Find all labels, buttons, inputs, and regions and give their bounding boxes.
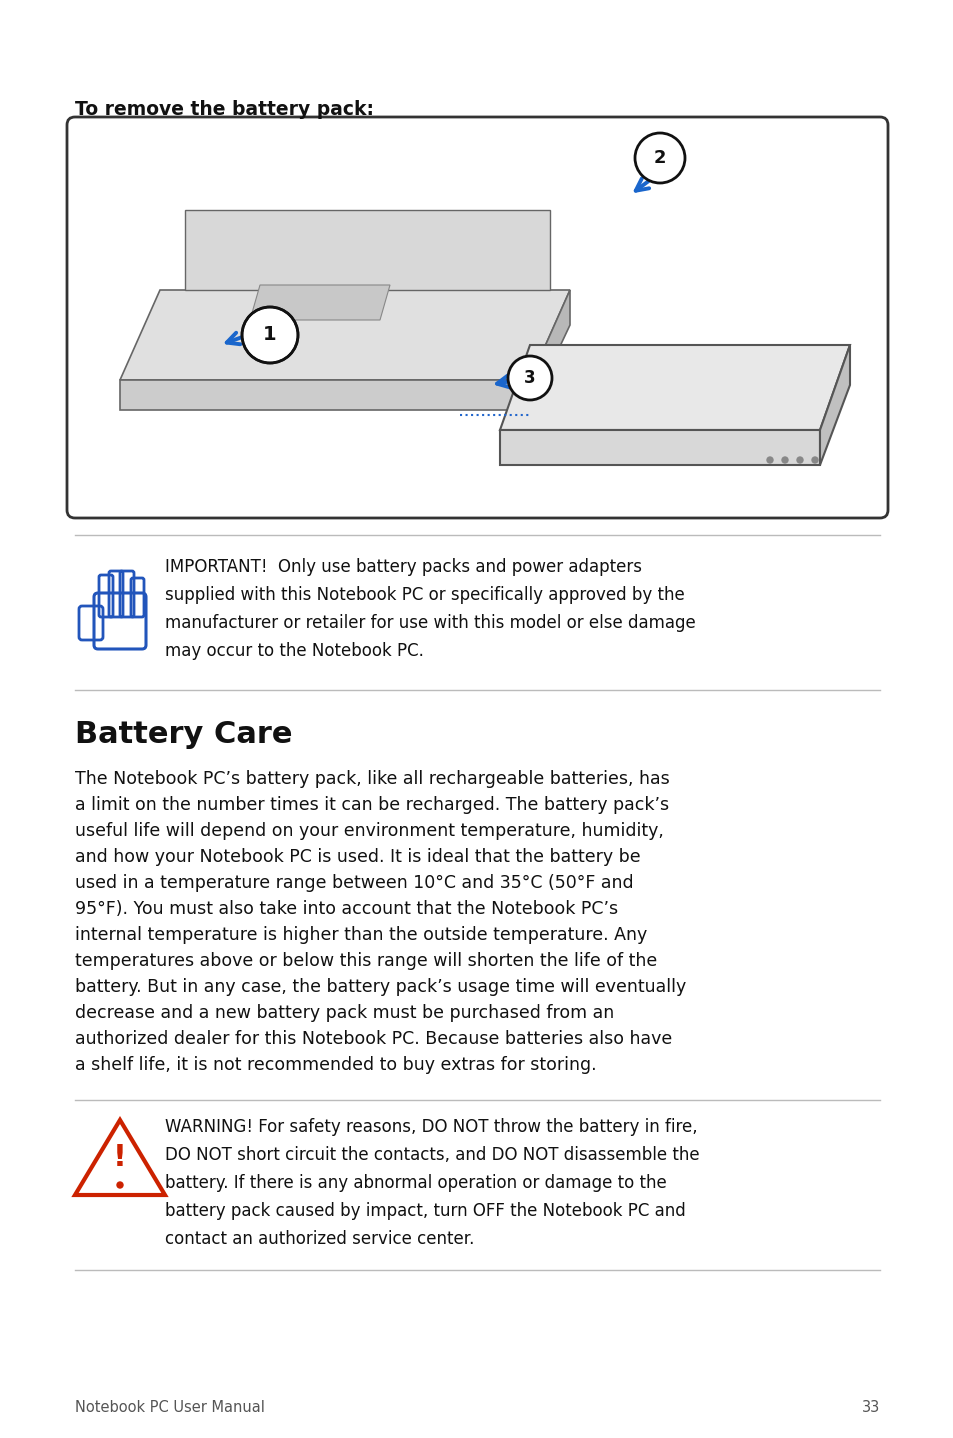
Text: Battery Care: Battery Care: [75, 720, 293, 749]
Text: manufacturer or retailer for use with this model or else damage: manufacturer or retailer for use with th…: [165, 614, 695, 631]
Text: battery. But in any case, the battery pack’s usage time will eventually: battery. But in any case, the battery pa…: [75, 978, 685, 997]
Text: temperatures above or below this range will shorten the life of the: temperatures above or below this range w…: [75, 952, 657, 971]
Text: 3: 3: [523, 370, 536, 387]
Polygon shape: [530, 290, 569, 410]
Text: 33: 33: [861, 1401, 879, 1415]
Text: The Notebook PC’s battery pack, like all rechargeable batteries, has: The Notebook PC’s battery pack, like all…: [75, 769, 669, 788]
FancyBboxPatch shape: [67, 116, 887, 518]
Circle shape: [811, 457, 817, 463]
Circle shape: [796, 457, 802, 463]
Circle shape: [507, 357, 552, 400]
Text: 1: 1: [263, 325, 276, 345]
Polygon shape: [499, 345, 849, 430]
Polygon shape: [120, 380, 530, 410]
Circle shape: [635, 132, 684, 183]
Polygon shape: [499, 430, 820, 464]
Circle shape: [781, 457, 787, 463]
Text: To remove the battery pack:: To remove the battery pack:: [75, 101, 374, 119]
Text: contact an authorized service center.: contact an authorized service center.: [165, 1229, 474, 1248]
Text: used in a temperature range between 10°C and 35°C (50°F and: used in a temperature range between 10°C…: [75, 874, 633, 892]
Text: and how your Notebook PC is used. It is ideal that the battery be: and how your Notebook PC is used. It is …: [75, 848, 640, 866]
Text: authorized dealer for this Notebook PC. Because batteries also have: authorized dealer for this Notebook PC. …: [75, 1030, 672, 1048]
Text: IMPORTANT!  Only use battery packs and power adapters: IMPORTANT! Only use battery packs and po…: [165, 558, 641, 577]
Text: a limit on the number times it can be recharged. The battery pack’s: a limit on the number times it can be re…: [75, 797, 668, 814]
Text: Notebook PC User Manual: Notebook PC User Manual: [75, 1401, 265, 1415]
Text: DO NOT short circuit the contacts, and DO NOT disassemble the: DO NOT short circuit the contacts, and D…: [165, 1146, 699, 1163]
Text: may occur to the Notebook PC.: may occur to the Notebook PC.: [165, 641, 423, 660]
Polygon shape: [185, 210, 550, 290]
Circle shape: [766, 457, 772, 463]
Circle shape: [242, 306, 297, 362]
Text: a shelf life, it is not recommended to buy extras for storing.: a shelf life, it is not recommended to b…: [75, 1055, 596, 1074]
Text: 2: 2: [653, 150, 665, 167]
Polygon shape: [820, 345, 849, 464]
Text: useful life will depend on your environment temperature, humidity,: useful life will depend on your environm…: [75, 823, 663, 840]
Text: supplied with this Notebook PC or specifically approved by the: supplied with this Notebook PC or specif…: [165, 587, 684, 604]
Text: battery pack caused by impact, turn OFF the Notebook PC and: battery pack caused by impact, turn OFF …: [165, 1202, 685, 1219]
Text: WARNING! For safety reasons, DO NOT throw the battery in fire,: WARNING! For safety reasons, DO NOT thro…: [165, 1117, 697, 1136]
Polygon shape: [250, 285, 390, 321]
Polygon shape: [120, 290, 569, 380]
Text: !: !: [113, 1143, 127, 1172]
Text: internal temperature is higher than the outside temperature. Any: internal temperature is higher than the …: [75, 926, 646, 943]
Text: decrease and a new battery pack must be purchased from an: decrease and a new battery pack must be …: [75, 1004, 614, 1022]
Text: battery. If there is any abnormal operation or damage to the: battery. If there is any abnormal operat…: [165, 1173, 666, 1192]
Circle shape: [117, 1182, 123, 1188]
Text: 95°F). You must also take into account that the Notebook PC’s: 95°F). You must also take into account t…: [75, 900, 618, 917]
